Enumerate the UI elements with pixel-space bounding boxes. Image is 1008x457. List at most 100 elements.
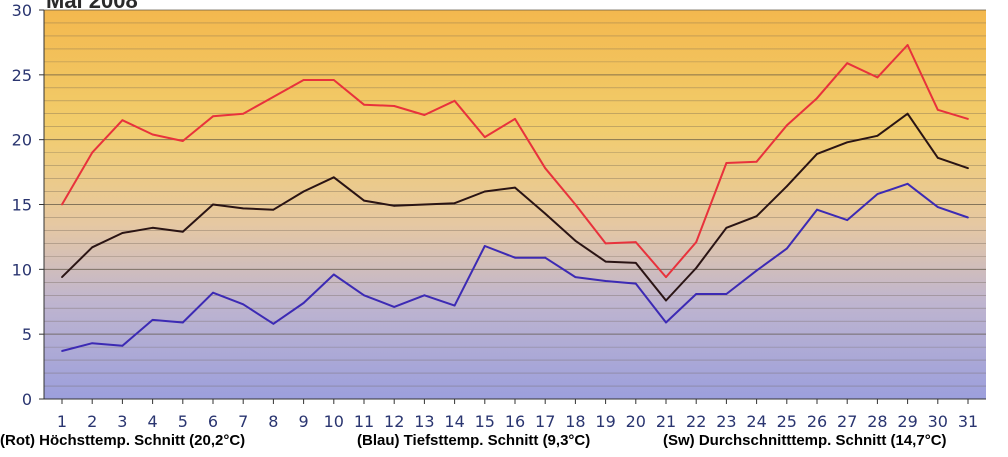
data-point-rot <box>423 114 426 116</box>
data-point-blau <box>332 273 335 276</box>
data-point-sw <box>181 230 184 233</box>
data-point-sw <box>936 156 939 159</box>
data-point-rot <box>453 99 456 102</box>
data-point-blau <box>695 293 698 295</box>
data-point-blau <box>785 247 788 250</box>
data-point-sw <box>453 202 456 205</box>
data-point-blau <box>91 342 94 345</box>
data-point-rot <box>936 108 939 111</box>
data-point-blau <box>936 206 939 208</box>
data-point-blau <box>725 293 728 295</box>
x-tick-label: 8 <box>268 412 278 430</box>
data-point-blau <box>906 182 909 185</box>
data-point-blau <box>846 219 849 221</box>
data-point-blau <box>604 280 607 282</box>
data-point-rot <box>332 79 335 81</box>
data-point-sw <box>242 207 245 210</box>
data-point-sw <box>755 215 758 218</box>
data-point-rot <box>121 119 124 122</box>
data-point-blau <box>755 269 758 272</box>
data-point-sw <box>574 239 577 242</box>
x-tick-label: 19 <box>595 412 615 430</box>
y-tick-label: 20 <box>12 131 32 150</box>
data-point-blau <box>574 276 577 279</box>
data-point-rot <box>363 103 365 106</box>
data-point-sw <box>393 204 396 207</box>
data-point-rot <box>483 136 486 138</box>
x-tick-label: 5 <box>178 412 188 430</box>
data-point-sw <box>272 208 275 211</box>
data-point-blau <box>272 322 275 325</box>
x-tick-label: 12 <box>384 412 404 430</box>
x-tick-label: 20 <box>626 412 646 430</box>
data-point-rot <box>514 118 516 120</box>
data-point-sw <box>846 141 849 144</box>
x-tick-label: 25 <box>777 412 797 430</box>
x-tick-label: 17 <box>535 412 555 430</box>
x-tick-label: 22 <box>686 412 706 430</box>
data-point-blau <box>61 350 63 352</box>
data-point-blau <box>242 303 245 306</box>
data-point-sw <box>725 226 728 229</box>
data-point-blau <box>151 319 154 321</box>
data-point-sw <box>483 190 486 193</box>
y-tick-label: 5 <box>22 325 32 344</box>
data-point-sw <box>604 260 607 263</box>
x-tick-label: 18 <box>565 412 585 430</box>
x-tick-label: 2 <box>87 412 97 430</box>
x-tick-label: 14 <box>444 412 464 430</box>
data-point-sw <box>634 261 637 264</box>
x-tick-label: 28 <box>867 412 887 430</box>
x-tick-label: 1 <box>57 412 67 430</box>
data-point-rot <box>906 44 909 46</box>
x-tick-label: 15 <box>475 412 495 430</box>
data-point-rot <box>634 241 637 244</box>
x-tick-label: 24 <box>746 412 766 430</box>
data-point-blau <box>514 256 516 259</box>
x-tick-label: 7 <box>238 412 248 430</box>
x-tick-label: 6 <box>208 412 218 430</box>
data-point-blau <box>634 282 637 285</box>
y-tick-label: 25 <box>12 66 32 85</box>
data-point-sw <box>785 185 788 188</box>
data-point-sw <box>332 176 335 179</box>
data-point-blau <box>876 193 879 196</box>
x-tick-label: 23 <box>716 412 736 430</box>
data-point-rot <box>181 140 184 142</box>
data-point-blau <box>816 208 818 211</box>
data-point-rot <box>544 167 547 170</box>
legend-blau: (Blau) Tiefsttemp. Schnitt (9,3°C) <box>357 432 591 449</box>
data-point-rot <box>242 112 245 115</box>
data-point-blau <box>302 302 305 304</box>
series-lines <box>61 44 969 352</box>
data-point-rot <box>785 124 788 127</box>
data-point-sw <box>151 226 154 229</box>
data-point-sw <box>514 186 516 189</box>
x-tick-label: 26 <box>807 412 827 430</box>
data-point-rot <box>876 76 879 79</box>
data-point-sw <box>212 203 214 206</box>
x-tick-label: 30 <box>928 412 948 430</box>
x-tick-label: 29 <box>897 412 917 430</box>
x-tick-label: 27 <box>837 412 857 430</box>
data-point-rot <box>393 105 396 107</box>
data-point-blau <box>363 294 365 297</box>
x-tick-label: 31 <box>958 412 978 430</box>
y-tick-label: 10 <box>12 260 32 279</box>
data-point-rot <box>755 160 758 163</box>
data-point-sw <box>665 299 667 302</box>
data-point-sw <box>61 276 63 279</box>
x-tick-label: 21 <box>656 412 676 430</box>
x-tick-label: 9 <box>299 412 309 430</box>
data-point-rot <box>212 115 214 118</box>
data-point-sw <box>816 153 818 155</box>
data-point-rot <box>272 95 275 98</box>
x-tick-label: 4 <box>148 412 158 430</box>
data-point-blau <box>181 321 184 324</box>
data-point-rot <box>91 151 94 154</box>
data-point-blau <box>483 245 486 247</box>
legend-rot: (Rot) Höchsttemp. Schnitt (20,2°C) <box>0 432 246 449</box>
data-point-rot <box>61 203 63 206</box>
